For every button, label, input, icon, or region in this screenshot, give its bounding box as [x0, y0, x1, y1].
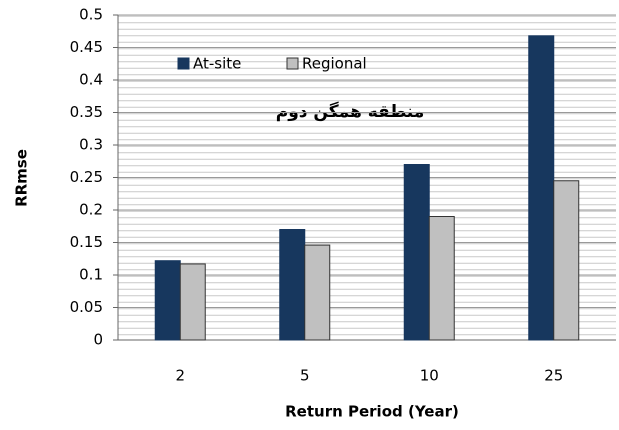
bar: [279, 229, 306, 341]
y-tick-label: 0.15: [70, 233, 103, 251]
legend-label: At-site: [193, 55, 241, 73]
y-axis-label: RRmse: [13, 149, 31, 207]
x-tick-label: 5: [300, 367, 310, 385]
x-tick-label: 25: [544, 367, 563, 385]
y-tick-label: 0.45: [70, 38, 103, 56]
bar: [304, 244, 331, 341]
bar: [403, 164, 430, 341]
bar: [553, 180, 580, 341]
y-tick-label: 0.3: [79, 136, 103, 154]
legend-swatch: [286, 57, 299, 70]
y-tick-label: 0.5: [79, 6, 103, 24]
y-tick-label: 0.25: [70, 168, 103, 186]
y-tick-label: 0.35: [70, 103, 103, 121]
x-tick-label: 2: [175, 367, 185, 385]
x-tick-label: 10: [420, 367, 439, 385]
y-tick-label: 0.4: [79, 71, 103, 89]
legend-swatch: [177, 57, 190, 70]
legend-label: Regional: [302, 55, 367, 73]
y-tick-label: 0: [93, 331, 103, 349]
y-tick-label: 0.1: [79, 266, 103, 284]
bar: [528, 35, 555, 341]
y-tick-label: 0.2: [79, 201, 103, 219]
bar: [179, 263, 206, 341]
y-tick-label: 0.05: [70, 298, 103, 316]
bar: [154, 260, 181, 341]
chart-title: منطقه همگن دوم: [276, 101, 425, 122]
x-axis-label: Return Period (Year): [285, 403, 459, 421]
bar: [428, 216, 455, 341]
